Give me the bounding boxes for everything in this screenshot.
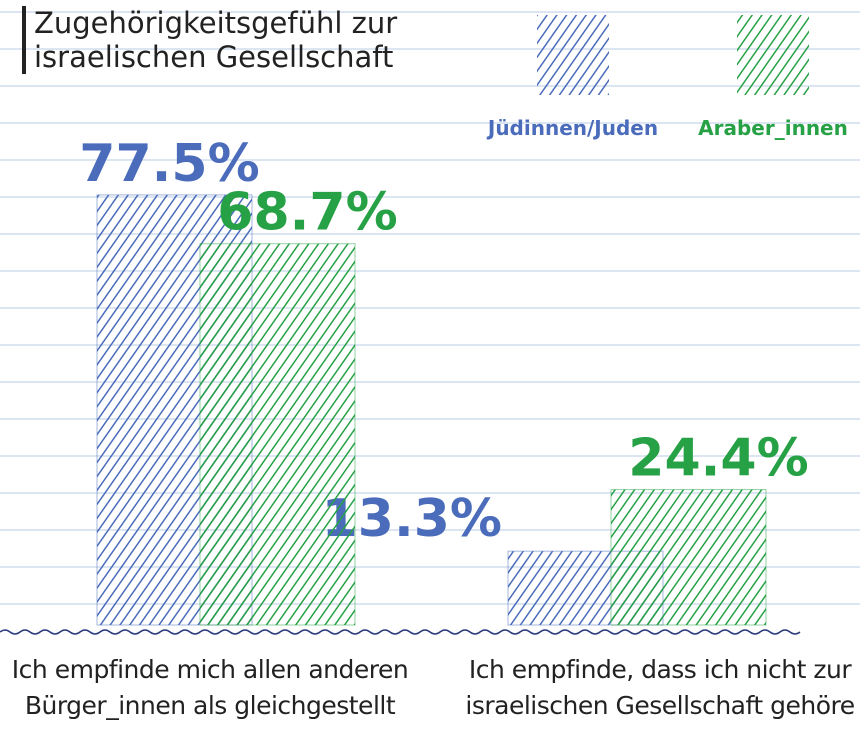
chart-title: Zugehörigkeitsgefühl zur israelischen Ge… [22, 6, 454, 74]
baseline [0, 629, 801, 635]
value-label: 77.5% [79, 134, 259, 194]
bar [610, 489, 767, 626]
legend-swatch [737, 15, 809, 95]
x-category-label: Ich empfinde, dass ich nicht zur israeli… [465, 655, 855, 720]
legend-label: Araber_innen [698, 116, 848, 140]
value-label: 24.4% [628, 429, 808, 489]
value-label: 68.7% [217, 183, 397, 243]
legend-swatch [537, 15, 609, 95]
legend-label: Jüdinnen/Juden [486, 116, 658, 140]
x-category-label: Ich empfinde mich allen anderen Bürger_i… [11, 655, 409, 720]
bar [199, 243, 356, 626]
